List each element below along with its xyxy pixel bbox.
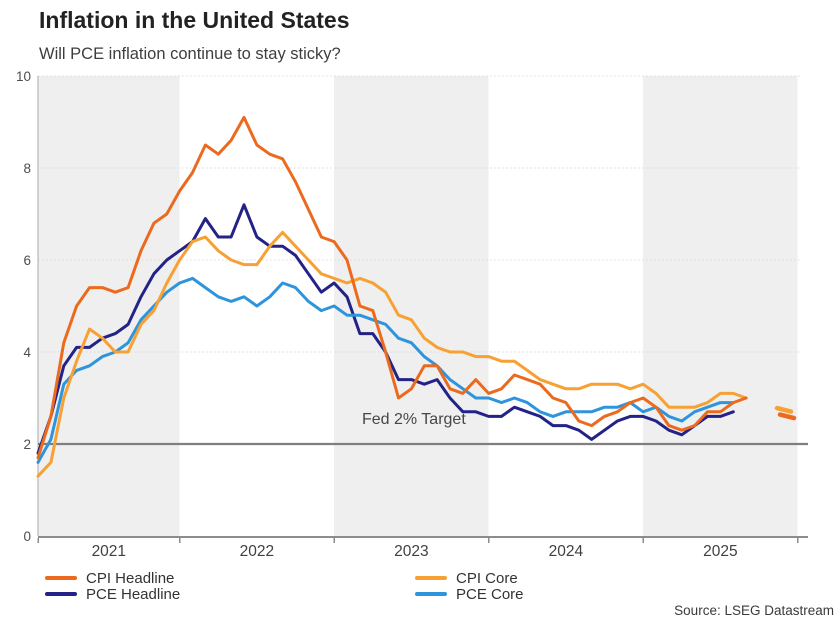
x-tick-label-2022: 2022	[240, 543, 274, 560]
x-tick-label-2025: 2025	[703, 543, 737, 560]
legend-label: CPI Core	[456, 569, 518, 587]
y-tick-label-10: 10	[16, 69, 31, 84]
legend-item-pce-core: PCE Core	[415, 585, 524, 603]
x-tick-label-2023: 2023	[394, 543, 428, 560]
page-title: Inflation in the United States	[39, 7, 350, 33]
legend-item-cpi-core: CPI Core	[415, 569, 518, 587]
cpi-core-swatch	[415, 575, 447, 581]
y-tick-label-6: 6	[23, 253, 31, 268]
year-band-2023	[334, 76, 489, 536]
year-band-2021	[38, 76, 180, 536]
pce-headline-swatch	[45, 591, 77, 597]
legend-label: PCE Headline	[86, 585, 181, 603]
pce-core-swatch	[415, 591, 447, 597]
fed-target-annotation: Fed 2% Target	[362, 411, 466, 428]
cpi-headline-swatch	[45, 575, 77, 581]
legend-item-cpi-headline: CPI Headline	[45, 569, 175, 587]
series-line-pce-core	[36, 276, 735, 464]
page-subtitle: Will PCE inflation continue to stay stic…	[39, 45, 341, 63]
year-band-2025	[643, 76, 798, 536]
y-tick-label-4: 4	[23, 345, 31, 360]
legend-item-pce-headline: PCE Headline	[45, 585, 181, 603]
legend-label: PCE Core	[456, 585, 524, 603]
latest-value-dash-cpi-core	[774, 405, 794, 414]
latest-value-dash-cpi-headline	[777, 412, 797, 421]
series-line-cpi-headline	[36, 115, 748, 460]
series-line-cpi-core	[36, 230, 748, 478]
y-tick-label-0: 0	[23, 529, 31, 544]
legend-label: CPI Headline	[86, 569, 175, 587]
source-credit: Source: LSEG Datastream	[674, 603, 834, 618]
x-tick-label-2021: 2021	[92, 543, 126, 560]
y-tick-label-8: 8	[23, 161, 31, 176]
x-tick-label-2024: 2024	[549, 543, 584, 560]
y-tick-label-2: 2	[23, 437, 31, 452]
